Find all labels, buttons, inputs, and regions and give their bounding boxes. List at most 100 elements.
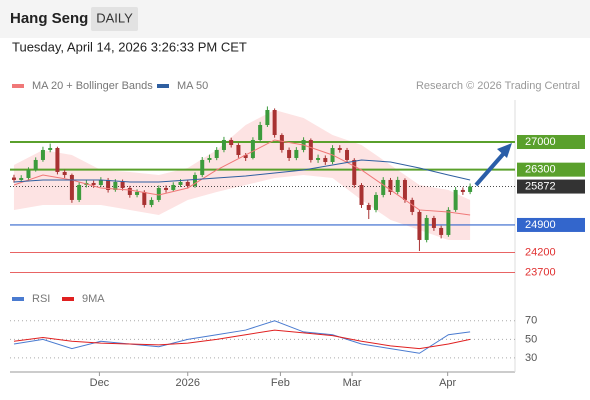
candle-body: [373, 194, 378, 210]
candle-body: [265, 109, 270, 126]
candle-body: [26, 169, 31, 178]
plot: 27000 26300 25872 24900 24200 23700 MA 20 + Bo…: [10, 80, 585, 389]
candle-body: [178, 181, 183, 185]
candle-body: [135, 191, 140, 195]
candle-body: [417, 211, 422, 240]
candle-body: [431, 217, 436, 228]
candle-body: [156, 187, 161, 200]
candle-body: [453, 189, 458, 210]
candle-body: [185, 181, 190, 186]
candle-body: [200, 159, 205, 175]
legend-label: RSI: [32, 293, 50, 305]
candle-body: [149, 199, 154, 205]
candle-body: [388, 179, 393, 192]
candle-body: [40, 149, 45, 160]
candle-body: [345, 149, 350, 160]
rsi-line: [13, 329, 471, 350]
candle-body: [69, 174, 74, 200]
candle-body: [171, 184, 176, 190]
candle-body: [439, 227, 444, 235]
candle-body: [243, 154, 248, 158]
candle-body: [359, 184, 364, 205]
candle-body: [11, 177, 16, 180]
candle-body: [91, 182, 96, 185]
level-box: [517, 179, 585, 194]
datetime: Tuesday, April 14, 2026 3:26:33 PM CET: [12, 39, 247, 54]
candle-body: [214, 149, 219, 158]
x-tick-label: Feb: [271, 377, 290, 389]
timeframe-badge: [91, 7, 138, 31]
y-tick-label: 50: [525, 333, 537, 345]
candle-body: [120, 181, 125, 188]
candle-body: [395, 179, 400, 192]
legend-swatch: [12, 297, 24, 301]
forecast-arrowhead: [497, 143, 512, 158]
candle-body: [316, 157, 321, 160]
y-tick-label: 70: [525, 315, 537, 327]
candle-body: [98, 179, 103, 185]
candle-body: [410, 199, 415, 212]
rsi-line: [13, 320, 471, 354]
ma-line: [13, 139, 471, 216]
candle-body: [446, 209, 451, 235]
candle-body: [48, 147, 53, 150]
candle-body: [77, 184, 82, 200]
candle-body: [279, 135, 284, 150]
legend-swatch: [12, 84, 24, 88]
x-tick-label: Mar: [343, 377, 362, 389]
candle-body: [258, 125, 263, 140]
candle-body: [250, 139, 255, 158]
legend-label: MA 20 + Bollinger Bands: [32, 80, 153, 92]
ma-line: [13, 159, 471, 183]
candle-body: [308, 139, 313, 160]
candle-body: [142, 191, 147, 205]
candle-body: [229, 139, 234, 145]
y-tick-label: 30: [525, 352, 537, 364]
candle-body: [381, 179, 386, 195]
legend-label: 9MA: [82, 293, 105, 305]
timeframe: DAILY: [96, 10, 133, 25]
candle-body: [236, 144, 241, 155]
candle-body: [287, 149, 292, 158]
candle-body: [207, 157, 212, 160]
candle-body: [62, 171, 67, 175]
candle-body: [424, 217, 429, 240]
x-tick-label: Dec: [90, 377, 110, 389]
candle-body: [272, 109, 277, 136]
candle-body: [402, 179, 407, 200]
level-label: 24900: [525, 219, 556, 231]
candle-body: [192, 174, 197, 186]
credit: Research © 2026 Trading Central: [416, 80, 580, 92]
forecast-arrow: [474, 150, 507, 187]
candle-body: [19, 177, 24, 180]
level-box: [517, 217, 585, 232]
level-label: 27000: [525, 136, 556, 148]
candle-body: [352, 159, 357, 185]
candle-body: [366, 204, 371, 210]
title: Hang Seng: [10, 10, 88, 27]
candle-body: [106, 179, 111, 190]
legend-swatch: [62, 297, 74, 301]
x-tick-label: Apr: [439, 377, 456, 389]
candle-body: [468, 186, 473, 192]
candle-body: [113, 181, 118, 190]
bollinger-band: [13, 109, 471, 240]
candle-body: [164, 187, 169, 190]
candle-body: [33, 159, 38, 170]
candle-body: [55, 147, 60, 172]
header-bg: [0, 0, 590, 38]
level-label: 26300: [525, 164, 556, 176]
candle-body: [294, 149, 299, 158]
level-label: 25872: [525, 180, 556, 192]
x-tick-label: 2026: [176, 377, 200, 389]
level-box: [517, 134, 585, 149]
level-label: 24200: [525, 247, 556, 259]
candle-body: [323, 157, 328, 162]
candle-body: [460, 189, 465, 192]
legend-label: MA 50: [177, 80, 208, 92]
legend-swatch: [157, 84, 169, 88]
candle-body: [221, 139, 226, 150]
candle-body: [337, 147, 342, 150]
level-box: [517, 162, 585, 177]
